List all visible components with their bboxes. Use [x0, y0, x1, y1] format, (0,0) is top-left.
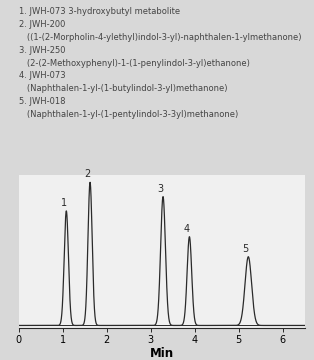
Text: 2: 2	[84, 170, 90, 179]
Text: 3: 3	[157, 184, 164, 194]
Text: 4: 4	[184, 224, 190, 234]
Text: 5: 5	[242, 244, 249, 254]
Text: 1: 1	[61, 198, 67, 208]
Text: 1. JWH-073 3-hydroxybutyl metabolite
2. JWH-200
   ((1-(2-Morpholin-4-ylethyl)in: 1. JWH-073 3-hydroxybutyl metabolite 2. …	[19, 7, 301, 119]
X-axis label: Min: Min	[150, 347, 174, 360]
